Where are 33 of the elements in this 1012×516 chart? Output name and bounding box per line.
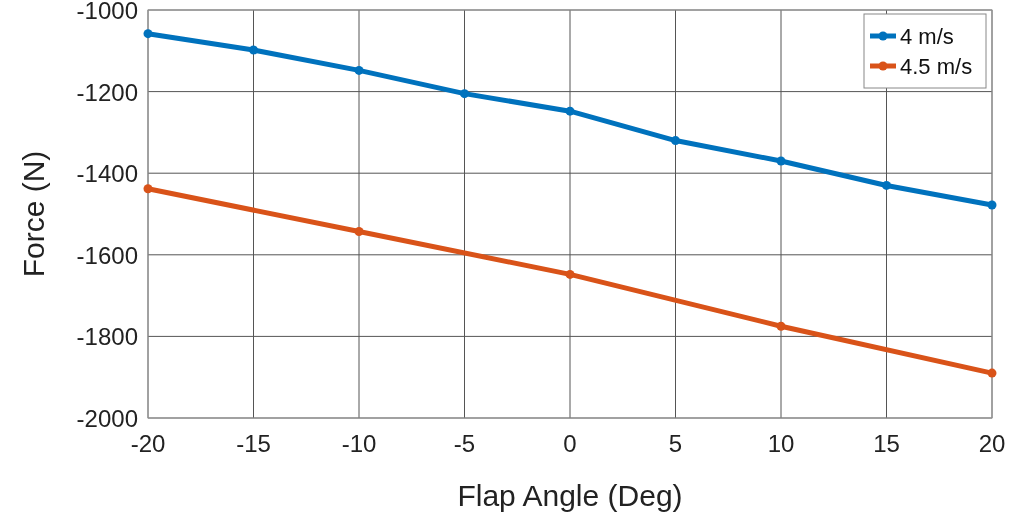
legend-label: 4.5 m/s <box>900 54 973 79</box>
x-axis-title: Flap Angle (Deg) <box>457 479 683 512</box>
point <box>882 180 891 190</box>
point <box>460 89 469 99</box>
y-tick-label: -1200 <box>76 78 138 106</box>
point <box>143 29 153 39</box>
x-tick-label: 5 <box>668 430 683 457</box>
x-tick-label: -5 <box>453 430 476 457</box>
y-tick-label: -1000 <box>76 0 138 24</box>
point <box>565 269 575 279</box>
y-tick-label: -1800 <box>76 323 138 351</box>
point <box>671 136 680 146</box>
y-axis-title: Force (N) <box>17 150 50 278</box>
point <box>987 368 997 378</box>
y-tick-label: -1400 <box>76 160 138 188</box>
point <box>987 200 997 210</box>
x-tick-label: 0 <box>563 430 577 457</box>
x-tick-label: -15 <box>236 430 271 457</box>
point <box>776 156 786 166</box>
point <box>354 65 364 75</box>
x-tick-label: 20 <box>978 430 1006 457</box>
x-tick-label: 15 <box>873 430 900 457</box>
x-tick-label: -20 <box>130 430 166 457</box>
x-tick-label: -10 <box>341 430 377 457</box>
y-tick-label: -2000 <box>76 405 138 432</box>
y-tick-label: -1600 <box>76 241 138 269</box>
legend-label: 4 m/s <box>900 24 954 49</box>
point <box>143 184 153 194</box>
point <box>565 106 575 116</box>
point <box>354 227 364 237</box>
point <box>776 321 786 331</box>
x-tick-label: 10 <box>767 430 795 457</box>
point <box>249 45 258 55</box>
